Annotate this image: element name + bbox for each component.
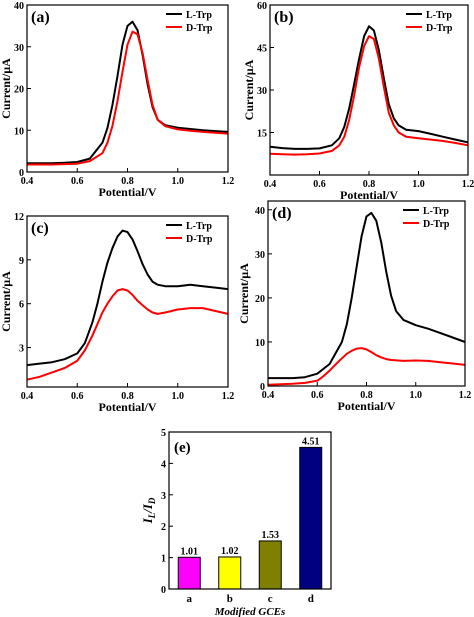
x-axis-label: Modified GCEs [214,606,286,617]
y-tick-label: 30 [257,86,267,97]
x-tick-label: 0.4 [262,390,275,401]
legend-label-d-trp: D-Trp [186,23,213,34]
legend-label-l-trp: L-Trp [423,206,449,217]
bar-c [258,540,282,590]
x-axis-label: Potential/V [99,185,157,199]
x-tick-label: a [187,593,193,605]
x-tick-label: 0.8 [121,391,134,402]
series-line-l-trp [27,20,229,165]
legend-label-d-trp: D-Trp [423,219,450,230]
series-line-l-trp [26,229,229,367]
series-line-l-trp [269,25,469,150]
legend-label-l-trp: L-Trp [426,10,452,21]
x-tick-label: 0.8 [121,176,134,187]
y-tick-label: 30 [14,43,24,54]
plot-frame [168,431,332,590]
bar-value-label: 1.53 [262,530,280,541]
y-tick-label: 0 [260,382,265,393]
y-tick-label: 45 [257,44,267,55]
x-tick-label: 0.6 [71,391,84,402]
y-tick-label: 9 [19,256,24,267]
y-tick-label: 3 [161,491,166,502]
x-tick-label: 1.2 [222,391,235,402]
y-tick-label: 5 [161,428,166,439]
x-tick-label: 0.8 [363,179,376,190]
bar-value-label: 1.02 [221,546,239,557]
bar-a [177,556,201,590]
y-axis-label-part: L [147,512,157,519]
series-line-l-trp [268,211,466,380]
x-axis-label: Potential/V [340,188,398,202]
panel-b: 0.4 0.6 0.8 1.0 1.2 15 30 45 60 Potential/V Curren… [242,1,474,202]
panel-label: (a) [31,9,50,26]
x-tick-label: 1.0 [172,176,185,187]
y-tick-label: 4 [161,459,166,470]
legend-label-l-trp: L-Trp [186,221,212,232]
x-tick-label: b [227,593,233,605]
x-tick-label: 0.6 [313,179,326,190]
series-line-d-trp [26,288,229,381]
y-tick-label: 15 [257,129,267,140]
y-tick-label: 60 [257,1,267,12]
y-axis-label: Current/µA [237,263,251,324]
bar-value-label: 1.01 [181,546,199,557]
x-tick-label: 0.4 [21,391,34,402]
x-axis-label: Potential/V [99,400,157,414]
x-tick-label: 0.8 [360,390,373,401]
y-axis-label: Current/µA [242,59,256,120]
y-axis-label: IL/ID [140,497,157,524]
legend-label-d-trp: D-Trp [186,234,213,245]
y-tick-label: 0 [161,585,166,596]
panel-label: (e) [174,440,191,456]
y-tick-label: 1 [161,554,166,565]
y-axis-label-part: D [147,497,157,505]
y-axis-label: Current/µA [0,58,13,119]
x-tick-label: 0.6 [71,176,84,187]
panel-label: (b) [274,9,294,26]
x-tick-label: 1.2 [459,390,472,401]
y-tick-label: 40 [255,206,265,217]
x-tick-label: 1.0 [410,390,423,401]
x-tick-label: 1.2 [222,176,235,187]
panel-d: 0.4 0.6 0.8 1.0 1.2 0 10 20 30 40 Potential/V Curre… [237,200,472,413]
y-tick-label: 40 [14,1,24,12]
y-tick-label: 3 [19,344,24,355]
panel-label: (c) [31,220,49,237]
y-tick-label: 10 [255,338,265,349]
y-tick-label: 2 [161,522,166,533]
panel-label: (d) [272,205,292,222]
x-tick-label: 0.4 [21,176,34,187]
x-tick-label: 1.0 [172,391,185,402]
x-tick-label: d [308,593,314,605]
panel-e: 1.01 a 1.02 b 1.53 c 4.51 d 0 1 2 3 4 5 (e) Modified GC… [140,428,332,617]
panel-a: 0.4 0.6 0.8 1.0 1.2 0 10 20 30 40 Potential/V Curre… [0,1,234,199]
y-axis-label-part: I [140,517,155,524]
y-axis-label-part: / [140,508,155,514]
y-tick-label: 20 [14,85,24,96]
y-tick-label: 6 [19,300,24,311]
y-tick-label: 20 [255,294,265,305]
x-tick-label: 1.0 [412,179,425,190]
y-tick-label: 0 [19,168,24,179]
x-tick-label: c [268,593,273,605]
legend-label-l-trp: L-Trp [186,10,212,21]
y-tick-label: 12 [14,212,24,223]
x-tick-label: 0.4 [264,179,277,190]
x-tick-label: 0.6 [311,390,324,401]
y-axis-label-part: I [140,503,155,510]
bar-d [299,446,323,590]
x-axis-label: Potential/V [338,399,396,413]
y-tick-label: 30 [255,250,265,261]
series-line-d-trp [27,30,229,166]
series-line-d-trp [267,347,466,386]
bar-b [218,556,242,590]
y-tick-label: 10 [14,126,24,137]
y-axis-label: Current/µA [0,271,13,332]
legend-label-d-trp: D-Trp [426,23,453,34]
bar-value-label: 4.51 [302,436,320,447]
x-tick-label: 1.2 [462,179,474,190]
panel-c: 0.4 0.6 0.8 1.0 1.2 3 6 9 12 Potential/V Current/µ… [0,212,234,414]
series-line-d-trp [269,35,469,156]
